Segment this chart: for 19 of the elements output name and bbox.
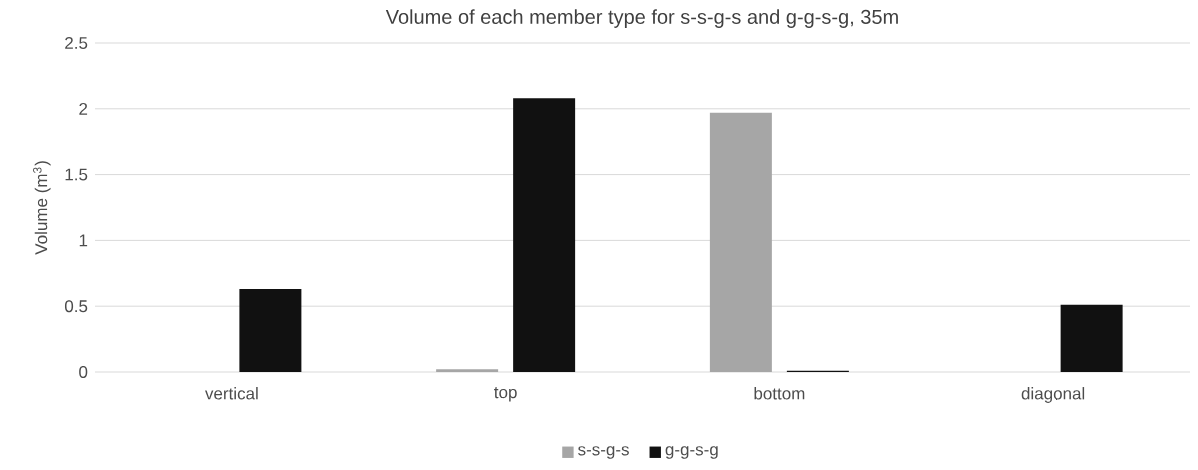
bar xyxy=(436,369,499,372)
x-tick-label: top xyxy=(494,387,517,402)
bar xyxy=(709,112,772,372)
x-tick-label: vertical xyxy=(205,387,258,400)
y-tick-label: 0.5 xyxy=(64,300,88,313)
x-tick-label: diagonal xyxy=(1021,387,1085,403)
bar xyxy=(513,98,576,372)
legend-label: s-s-g-s xyxy=(578,446,629,459)
y-tick-label: 2.5 xyxy=(65,36,88,50)
y-tick-label: 0 xyxy=(79,365,88,378)
y-tick-label: 1.5 xyxy=(65,168,88,181)
bar xyxy=(239,289,302,372)
y-tick-label: 1 xyxy=(79,234,88,247)
chart-title: Volume of each member type for s-s-g-s and g-g-s-g, 35m xyxy=(385,9,898,28)
legend-label: g-g-s-g xyxy=(665,446,718,459)
y-tick-label: 2 xyxy=(79,102,88,115)
bar xyxy=(1060,304,1123,372)
x-tick-label: bottom xyxy=(754,387,805,400)
y-axis-title: Volume (m$^{3}$) xyxy=(33,161,51,255)
